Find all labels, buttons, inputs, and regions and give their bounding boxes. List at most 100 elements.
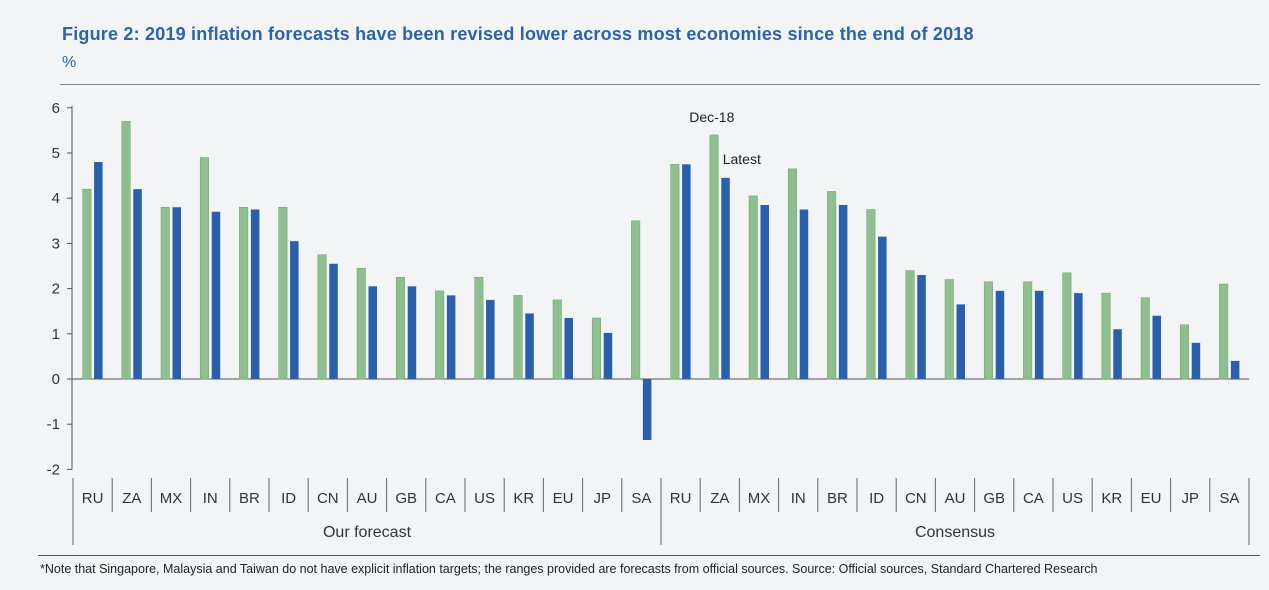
bar-dec18 [748, 195, 758, 380]
bar-latest [1074, 293, 1083, 379]
bar-latest [917, 275, 926, 379]
category-label: RU [82, 490, 104, 507]
bar-dec18 [82, 188, 92, 380]
bar-dec18 [513, 295, 523, 380]
bar-dec18 [552, 299, 562, 380]
category-label: BR [239, 490, 260, 507]
bar-latest [94, 162, 103, 379]
bar-latest [446, 295, 456, 379]
annotation-dec18: Dec-18 [689, 109, 734, 125]
bar-latest [525, 313, 534, 379]
bar-latest [995, 290, 1005, 379]
bar-dec18 [1023, 281, 1033, 380]
category-label: CN [905, 490, 927, 507]
bar-dec18 [435, 290, 445, 380]
bar-latest [133, 189, 142, 379]
bar-dec18 [591, 317, 601, 380]
footnote: *Note that Singapore, Malaysia and Taiwa… [40, 562, 1098, 576]
y-tick-label: 6 [52, 100, 60, 117]
bar-latest [329, 263, 338, 379]
bar-latest [1191, 342, 1201, 379]
bar-dec18 [787, 168, 797, 380]
category-label: ZA [710, 490, 729, 507]
bar-latest [642, 379, 652, 441]
bar-latest [290, 241, 299, 379]
category-label: AU [357, 490, 378, 507]
bar-latest [1230, 360, 1240, 379]
bar-latest [250, 209, 260, 379]
bar-dec18 [278, 206, 288, 380]
bar-dec18 [983, 281, 993, 380]
bar-latest [211, 211, 221, 379]
bar-dec18 [1179, 324, 1189, 380]
category-label: CN [317, 490, 339, 507]
category-label: IN [203, 490, 218, 507]
title-rule [60, 84, 1260, 85]
category-label: KR [1101, 490, 1122, 507]
category-label: BR [827, 490, 848, 507]
bar-dec18 [395, 277, 405, 380]
category-label: ID [281, 490, 296, 507]
bar-dec18 [239, 206, 249, 380]
bar-latest [682, 164, 691, 379]
footnote-rule [38, 555, 1260, 556]
group-label: Consensus [915, 524, 995, 541]
category-label: MX [160, 490, 183, 507]
bar-dec18 [827, 191, 837, 380]
bar-dec18 [356, 268, 366, 380]
y-tick-label: 4 [52, 190, 60, 207]
bar-dec18 [199, 157, 209, 380]
category-label: SA [631, 490, 651, 507]
category-label: AU [945, 490, 966, 507]
bar-dec18 [944, 279, 954, 380]
bar-dec18 [709, 134, 719, 380]
category-label: CA [1023, 490, 1044, 507]
bar-latest [564, 317, 573, 379]
bar-dec18 [866, 209, 876, 380]
chart-title: Figure 2: 2019 inflation forecasts have … [62, 24, 974, 44]
y-tick-label: 3 [52, 235, 60, 252]
bar-latest [368, 286, 377, 379]
bar-dec18 [317, 254, 327, 380]
bar-dec18 [1219, 283, 1229, 380]
bar-dec18 [1062, 272, 1072, 380]
y-unit-label: % [62, 54, 77, 71]
bar-dec18 [631, 220, 641, 380]
y-tick-label: -1 [47, 416, 60, 433]
category-label: ZA [122, 490, 141, 507]
bar-latest [486, 299, 495, 379]
bar-dec18 [160, 206, 170, 380]
category-label: GB [395, 490, 417, 507]
bar-latest [760, 204, 769, 379]
y-tick-label: 2 [52, 281, 60, 298]
y-tick-label: 0 [52, 371, 60, 388]
category-label: SA [1219, 490, 1239, 507]
category-label: GB [983, 490, 1005, 507]
category-label: MX [748, 490, 771, 507]
y-tick-label: 5 [52, 145, 60, 162]
bar-latest [878, 236, 887, 379]
bar-latest [1034, 290, 1044, 379]
bar-latest [407, 286, 417, 379]
bar-latest [799, 209, 809, 379]
bar-dec18 [905, 270, 915, 380]
category-label: ID [869, 490, 884, 507]
category-label: US [474, 490, 495, 507]
category-label: IN [791, 490, 806, 507]
bar-latest [956, 304, 965, 379]
category-label: EU [553, 490, 574, 507]
bar-latest [1152, 315, 1161, 379]
bar-latest [1113, 329, 1122, 379]
bar-dec18 [121, 121, 131, 380]
category-label: JP [593, 490, 611, 507]
bar-latest [603, 332, 613, 379]
bar-latest [721, 177, 730, 379]
annotation-latest: Latest [723, 151, 761, 167]
bar-latest [838, 204, 848, 379]
bar-latest [172, 207, 181, 379]
group-label: Our forecast [323, 524, 412, 541]
category-label: RU [670, 490, 692, 507]
bar-dec18 [1140, 297, 1150, 380]
category-label: US [1062, 490, 1083, 507]
